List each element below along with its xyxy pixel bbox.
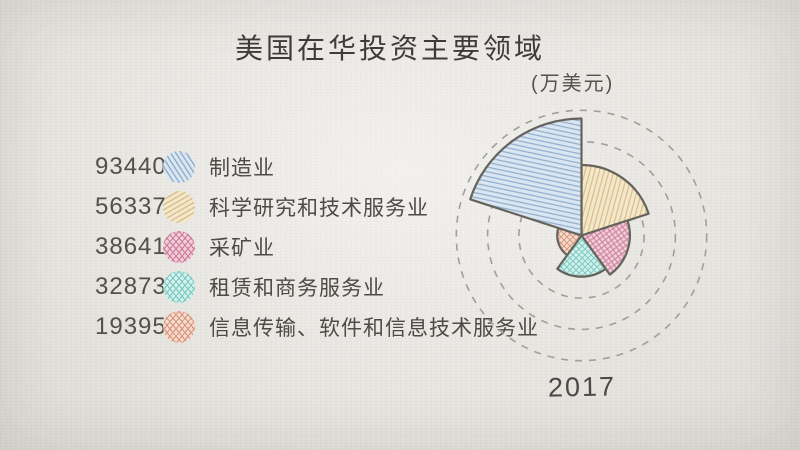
legend-item-manufacturing[interactable]: 93440 制造业 bbox=[95, 147, 539, 187]
chart-title: 美国在华投资主要领域 bbox=[234, 33, 545, 64]
information-swatch-icon bbox=[163, 311, 195, 343]
legend-label: 租赁和商务服务业 bbox=[209, 277, 385, 300]
year-label: 2017 bbox=[547, 371, 617, 403]
unit-label: (万美元) bbox=[531, 73, 615, 95]
wedge-0[interactable] bbox=[469, 117, 583, 237]
legend-item-mining[interactable]: 38641 采矿业 bbox=[95, 227, 539, 267]
legend-label: 采矿业 bbox=[209, 237, 275, 260]
wedges bbox=[469, 117, 650, 278]
research-swatch-icon bbox=[163, 191, 195, 223]
grid-circle bbox=[486, 140, 677, 331]
manufacturing-swatch-icon bbox=[163, 151, 195, 183]
legend-value: 32873 bbox=[95, 273, 167, 300]
wedge-2[interactable] bbox=[580, 219, 631, 276]
legend-value: 93440 bbox=[95, 153, 167, 180]
leasing-swatch-icon bbox=[163, 271, 195, 303]
legend: 93440 制造业 56337 科学研究和技术服务业 38641 采矿业 328… bbox=[95, 147, 539, 347]
legend-value: 38641 bbox=[95, 233, 167, 260]
wedge-3[interactable] bbox=[556, 234, 607, 278]
legend-label: 制造业 bbox=[209, 157, 275, 180]
wedge-1[interactable] bbox=[580, 163, 650, 237]
legend-value: 19395 bbox=[95, 313, 167, 340]
legend-item-information[interactable]: 19395 信息传输、软件和信息技术服务业 bbox=[95, 307, 539, 347]
legend-item-leasing[interactable]: 32873 租赁和商务服务业 bbox=[95, 267, 539, 307]
legend-item-research[interactable]: 56337 科学研究和技术服务业 bbox=[95, 187, 539, 227]
grid-circle bbox=[455, 109, 708, 362]
legend-value: 56337 bbox=[95, 193, 167, 220]
legend-label: 信息传输、软件和信息技术服务业 bbox=[209, 317, 539, 340]
legend-label: 科学研究和技术服务业 bbox=[209, 197, 429, 220]
mining-swatch-icon bbox=[163, 231, 195, 263]
